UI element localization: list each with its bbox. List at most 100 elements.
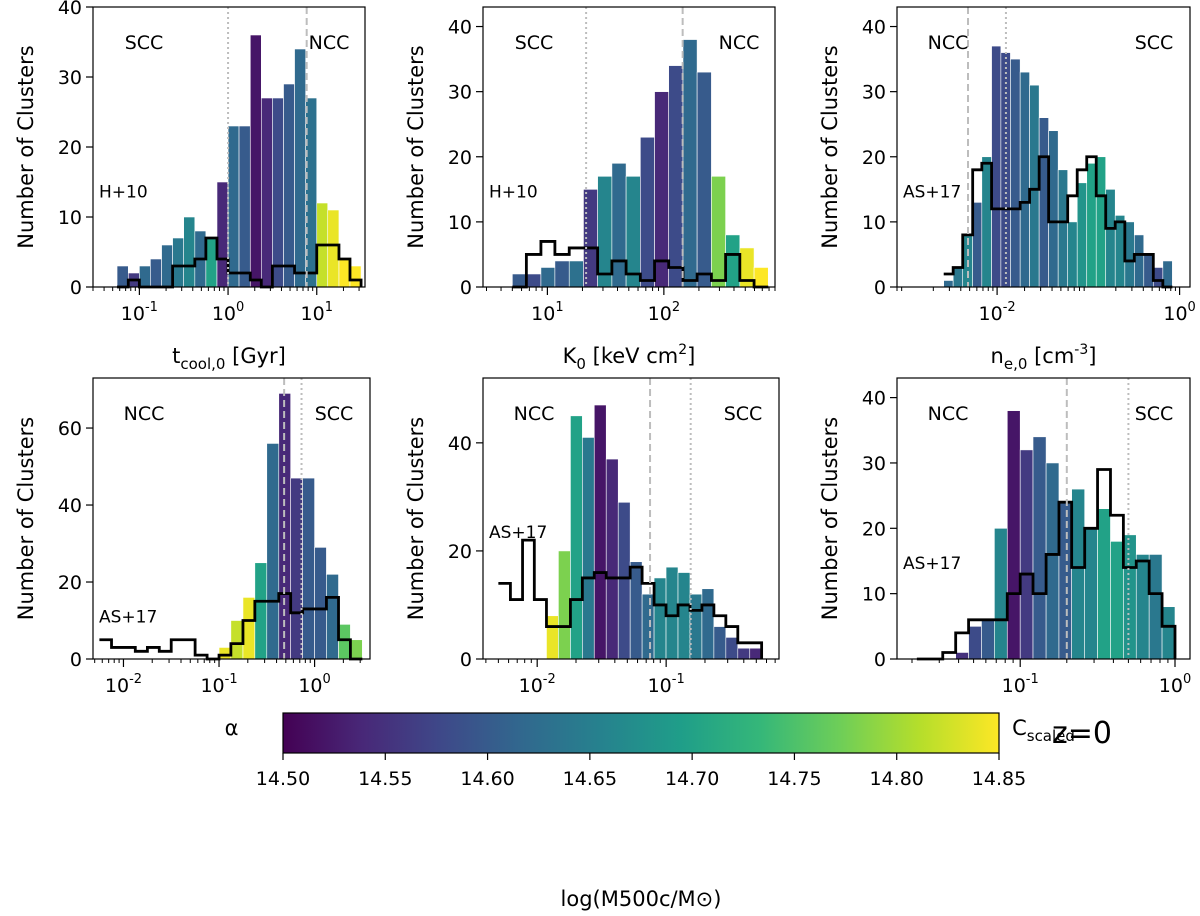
colorbar-ticks: 14.50 14.55 14.60 14.65 14.70 14.75 14.80 14.85 <box>256 753 1026 790</box>
histogram-bar <box>968 626 982 660</box>
histogram-bar <box>1143 254 1154 288</box>
axes-frame <box>92 377 371 660</box>
y-axis-label: Number of Clusters <box>14 45 38 248</box>
histogram-bar <box>1058 501 1072 660</box>
histogram-bar <box>1076 182 1088 288</box>
x-tick-label: 10-1 <box>200 672 237 697</box>
x-tick-label: 102 <box>648 300 680 325</box>
histogram-bar <box>1038 117 1049 288</box>
histogram-bar <box>327 209 340 288</box>
reference-label: AS+17 <box>903 182 961 202</box>
histogram-bar <box>640 136 655 288</box>
reference-step-line <box>943 155 1173 289</box>
y-tick-label: 30 <box>448 82 472 104</box>
histogram-bar <box>611 162 627 288</box>
histogram-bar <box>749 647 762 660</box>
y-tick-label: 20 <box>862 147 886 169</box>
x-axis-label: K0 [keV cm2] <box>563 342 696 373</box>
histogram-bar <box>242 597 256 660</box>
axes-frame <box>482 377 780 660</box>
histogram-bar <box>701 588 715 660</box>
histogram-bar <box>218 647 232 660</box>
histogram-bar <box>668 65 684 288</box>
histogram-bar <box>1135 554 1150 660</box>
colorbar-tick-label: 14.80 <box>870 768 924 790</box>
histogram-bar <box>150 258 162 288</box>
x-tick-label: 10-2 <box>105 672 142 697</box>
histogram-bar <box>1134 234 1145 288</box>
colorbar-label: log(M500c/M⊙) <box>561 887 722 911</box>
region-label-left: NCC <box>928 403 969 425</box>
histogram-bar <box>1045 462 1060 660</box>
histogram-bar <box>682 39 698 288</box>
histogram-bar <box>641 593 655 660</box>
y-tick-label: 20 <box>58 137 82 159</box>
region-label-left: NCC <box>928 32 969 54</box>
histogram-bar <box>582 437 595 660</box>
y-tick-label: 10 <box>862 584 886 606</box>
x-tick-label: 10-1 <box>1002 672 1039 697</box>
histogram-bar <box>653 577 667 660</box>
colorbar-gradient <box>282 712 1000 754</box>
y-tick-label: 40 <box>862 17 886 39</box>
histogram-bar <box>689 593 703 660</box>
colorbar: 14.50 14.55 14.60 14.65 14.70 14.75 14.80 14.85… <box>256 712 1026 911</box>
histogram-bar <box>570 415 583 660</box>
y-tick-label: 10 <box>58 207 82 229</box>
reference-step-line <box>498 538 764 659</box>
histogram-bar <box>1124 221 1135 288</box>
histogram-bar <box>272 97 284 288</box>
reference-label: AS+17 <box>99 607 157 627</box>
y-tick-label: 20 <box>862 518 886 540</box>
histogram-bar <box>1123 534 1137 660</box>
y-axis-label: Number of Clusters <box>818 417 842 620</box>
histogram-bar <box>617 501 631 660</box>
reference-step-line <box>512 240 769 289</box>
y-tick-label: 40 <box>58 0 82 19</box>
x-axis-label: tcool,0 [Gyr] <box>172 344 286 373</box>
histogram-bar <box>314 547 327 660</box>
y-tick-label: 30 <box>58 67 82 89</box>
y-tick-label: 20 <box>448 147 472 169</box>
y-axis-label: Number of Clusters <box>14 417 38 620</box>
histogram-bar <box>711 176 726 288</box>
histogram-bar <box>338 258 351 288</box>
histogram-bar <box>249 34 262 288</box>
histogram-bar <box>654 91 669 288</box>
histogram-bar <box>1019 71 1030 288</box>
histogram-bar <box>1148 554 1163 660</box>
histogram-bar <box>512 273 527 288</box>
region-label-right: SCC <box>724 403 763 425</box>
y-tick-label: 20 <box>448 541 472 563</box>
histogram-bar <box>326 574 339 660</box>
reference-label: H+10 <box>99 182 148 202</box>
region-label-left: SCC <box>125 32 164 54</box>
axes-frame <box>896 377 1191 660</box>
reference-step-line <box>99 592 363 661</box>
histogram-bar <box>338 624 351 660</box>
x-tick-label: 10-2 <box>979 300 1016 325</box>
histogram-bar <box>1048 130 1059 288</box>
histogram-bar <box>349 265 362 288</box>
histogram-bar <box>116 265 129 288</box>
histogram-bar <box>981 619 995 660</box>
histogram-bar <box>696 71 712 288</box>
histogram-bar <box>526 273 542 288</box>
reference-label: H+10 <box>489 182 538 202</box>
histogram-bar <box>238 125 251 288</box>
y-tick-label: 60 <box>58 418 82 440</box>
colorbar-tick-label: 14.60 <box>460 768 514 790</box>
histogram-bar <box>305 97 318 288</box>
histogram-bar <box>302 477 315 660</box>
histogram-bar <box>1032 436 1047 660</box>
histogram-bar <box>294 48 306 288</box>
histogram-bar <box>172 237 184 288</box>
x-tick-label: 100 <box>212 300 244 325</box>
x-tick-label: 10-1 <box>648 672 685 697</box>
histogram-bar <box>1071 488 1085 660</box>
panel-Cscaled: 0 10 20 30 40 10-1 100 Number of Clusters Cscale… <box>818 377 1191 745</box>
y-tick-label: 10 <box>862 212 886 234</box>
region-label-left: SCC <box>515 32 554 54</box>
